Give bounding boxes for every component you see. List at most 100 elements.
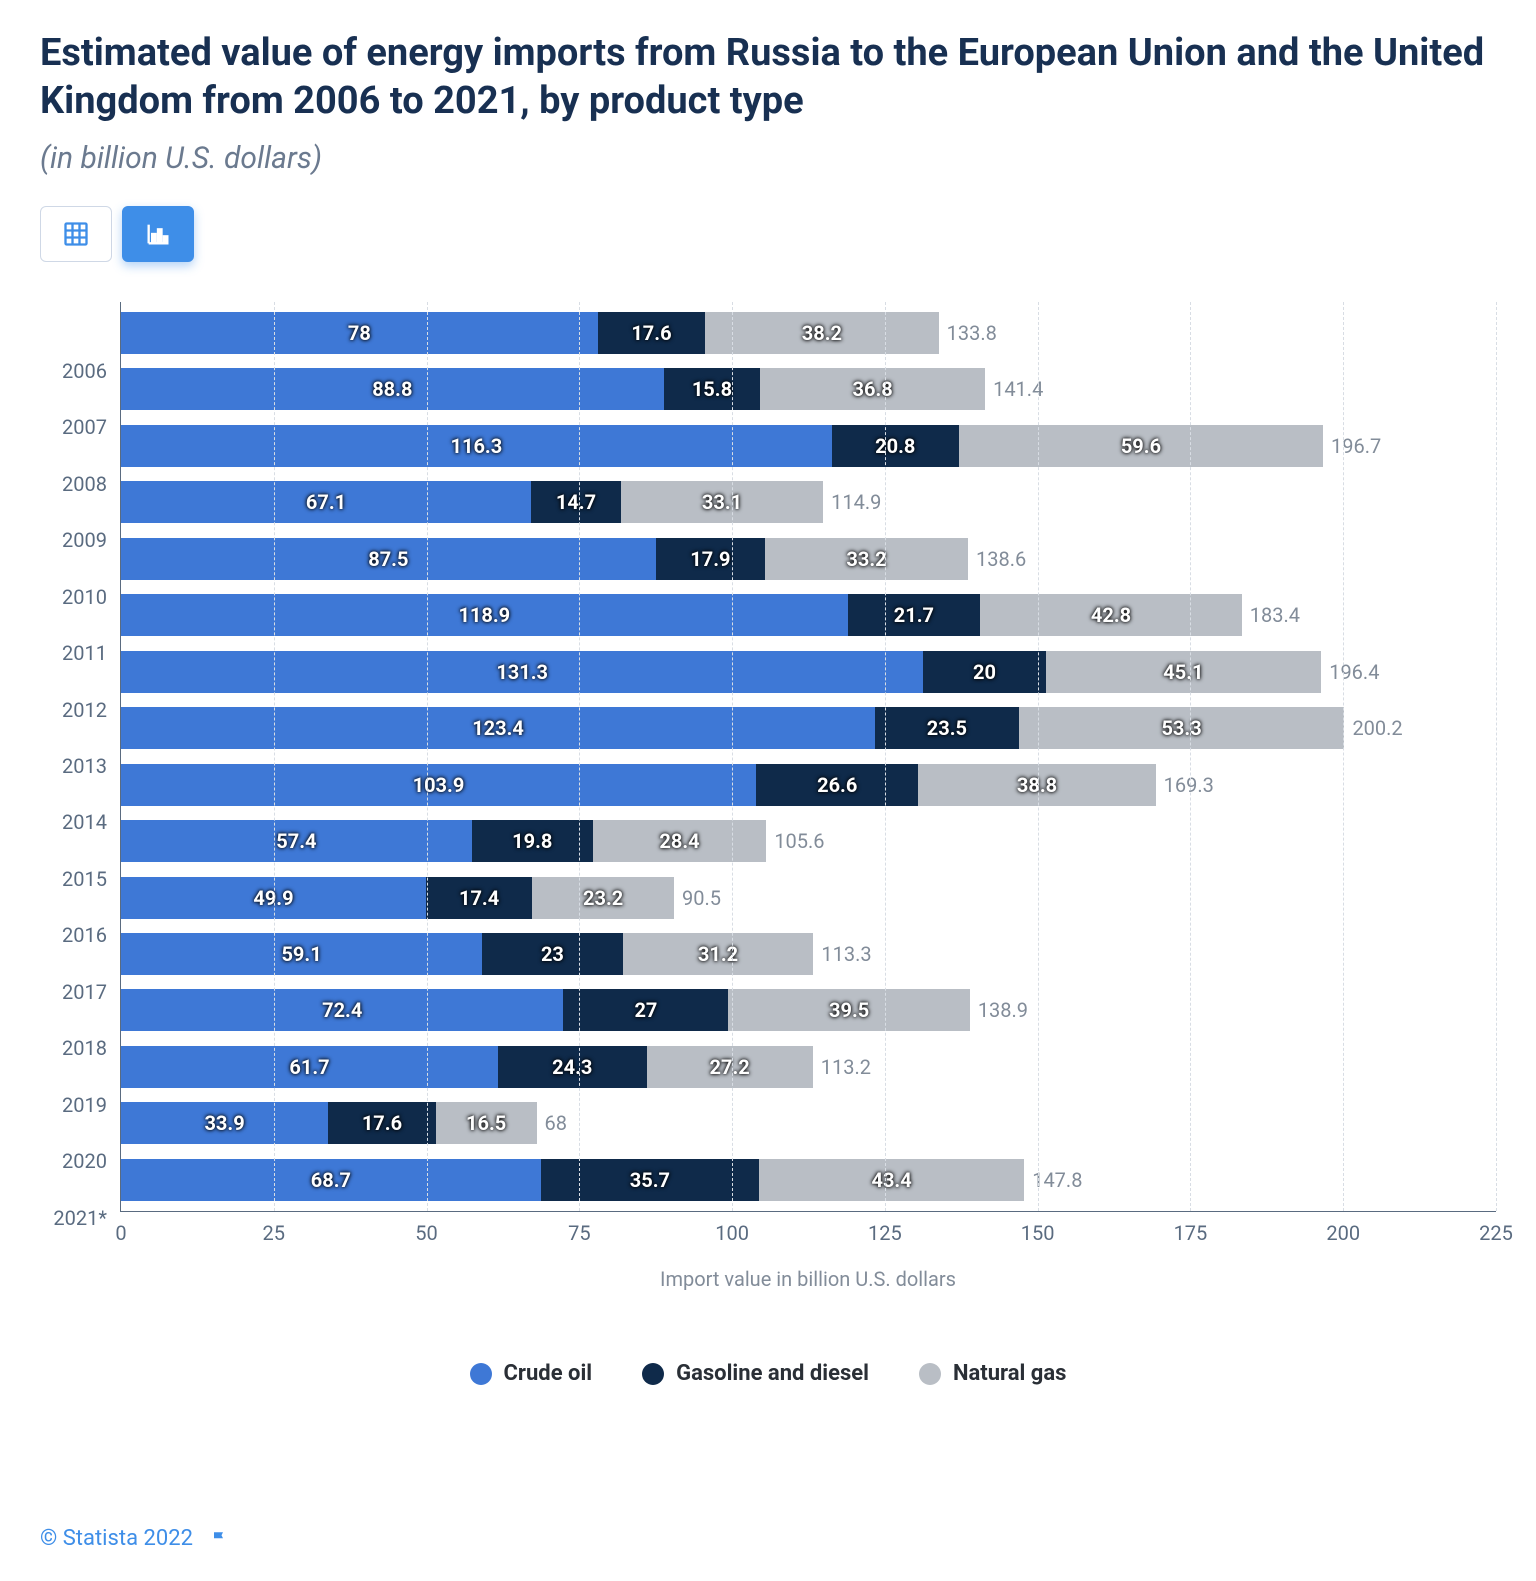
bar-segment-natural-gas[interactable]: 36.8: [760, 368, 985, 410]
view-toggle: [40, 206, 1496, 262]
bar-segment-gas-diesel[interactable]: 26.6: [756, 764, 919, 806]
bar-segment-natural-gas[interactable]: 23.2: [532, 877, 674, 919]
bar-segment-gas-diesel[interactable]: 35.7: [541, 1159, 759, 1201]
x-tick-label: 25: [263, 1211, 285, 1245]
bar-segment-natural-gas[interactable]: 33.2: [765, 538, 968, 580]
y-axis-label: 2008: [62, 472, 121, 496]
bar-segment-gas-diesel[interactable]: 17.6: [598, 312, 706, 354]
chart-plot: 20067817.638.2133.8 200788.815.836.8141.4…: [120, 302, 1496, 1212]
copyright-text[interactable]: © Statista 2022: [40, 1526, 193, 1551]
bar-total-label: 138.6: [968, 547, 1026, 571]
bar-segment-crude-oil[interactable]: 59.1: [121, 933, 482, 975]
bar-segment-crude-oil[interactable]: 123.4: [121, 707, 875, 749]
bar-total-label: 105.6: [766, 829, 824, 853]
bar-segment-crude-oil[interactable]: 103.9: [121, 764, 756, 806]
bar-segment-gas-diesel[interactable]: 17.9: [656, 538, 765, 580]
bar-row: 2021*68.735.743.4147.8: [121, 1159, 1496, 1201]
bar-segment-natural-gas[interactable]: 38.2: [705, 312, 938, 354]
bar-segment-gas-diesel[interactable]: 23: [482, 933, 623, 975]
bar-segment-crude-oil[interactable]: 116.3: [121, 425, 832, 467]
x-axis-title: Import value in billion U.S. dollars: [120, 1267, 1496, 1291]
bar-segment-natural-gas[interactable]: 31.2: [623, 933, 814, 975]
bar-segment-crude-oil[interactable]: 72.4: [121, 989, 563, 1031]
bar-segment-gas-diesel[interactable]: 15.8: [664, 368, 761, 410]
bar-segment-crude-oil[interactable]: 57.4: [121, 820, 472, 862]
bar-segment-gas-diesel[interactable]: 23.5: [875, 707, 1019, 749]
bar-segment-crude-oil[interactable]: 88.8: [121, 368, 664, 410]
y-axis-label: 2015: [62, 867, 121, 891]
gridline: [579, 302, 580, 1211]
x-tick-label: 225: [1479, 1211, 1513, 1245]
chart-view-button[interactable]: [122, 206, 194, 262]
y-axis-label: 2018: [62, 1036, 121, 1060]
legend-dot: [470, 1363, 492, 1385]
bar-segment-crude-oil[interactable]: 33.9: [121, 1102, 328, 1144]
chart-title: Estimated value of energy imports from R…: [40, 30, 1496, 125]
bar-segment-gas-diesel[interactable]: 20.8: [832, 425, 959, 467]
bar-segment-natural-gas[interactable]: 45.1: [1046, 651, 1322, 693]
bar-segment-crude-oil[interactable]: 67.1: [121, 481, 531, 523]
bar-segment-gas-diesel[interactable]: 20: [923, 651, 1045, 693]
bar-segment-gas-diesel[interactable]: 17.4: [426, 877, 532, 919]
bar-row: 201961.724.327.2113.2: [121, 1046, 1496, 1088]
legend-item-gas-diesel[interactable]: Gasoline and diesel: [642, 1361, 869, 1386]
y-axis-label: 2012: [62, 698, 121, 722]
bar-segment-natural-gas[interactable]: 27.2: [647, 1046, 813, 1088]
x-tick-label: 100: [715, 1211, 749, 1245]
bar-total-label: 141.4: [985, 377, 1043, 401]
bar-row: 2011118.921.742.8183.4: [121, 594, 1496, 636]
y-axis-label: 2013: [62, 754, 121, 778]
bar-segment-crude-oil[interactable]: 131.3: [121, 651, 923, 693]
x-tick-label: 150: [1021, 1211, 1055, 1245]
bar-total-label: 114.9: [823, 490, 881, 514]
gridline: [427, 302, 428, 1211]
bar-row: 201557.419.828.4105.6: [121, 820, 1496, 862]
bar-chart-icon: [144, 220, 172, 248]
y-axis-label: 2021*: [53, 1206, 121, 1230]
y-axis-label: 2017: [62, 980, 121, 1004]
bar-row: 200788.815.836.8141.4: [121, 368, 1496, 410]
gridline: [1038, 302, 1039, 1211]
gridline: [274, 302, 275, 1211]
gridline: [732, 302, 733, 1211]
bar-segment-natural-gas[interactable]: 33.1: [621, 481, 823, 523]
bar-segment-natural-gas[interactable]: 59.6: [959, 425, 1323, 467]
legend-item-crude-oil[interactable]: Crude oil: [470, 1361, 593, 1386]
bar-segment-natural-gas[interactable]: 28.4: [593, 820, 767, 862]
legend-label: Gasoline and diesel: [676, 1361, 869, 1386]
legend-label: Crude oil: [504, 1361, 593, 1386]
bar-total-label: 113.3: [813, 942, 871, 966]
bar-segment-natural-gas[interactable]: 43.4: [759, 1159, 1024, 1201]
table-view-button[interactable]: [40, 206, 112, 262]
bar-segment-crude-oil[interactable]: 78: [121, 312, 598, 354]
bar-total-label: 183.4: [1242, 603, 1300, 627]
legend-item-natural-gas[interactable]: Natural gas: [919, 1361, 1066, 1386]
bar-segment-gas-diesel[interactable]: 17.6: [328, 1102, 436, 1144]
bar-segment-crude-oil[interactable]: 61.7: [121, 1046, 498, 1088]
bar-segment-gas-diesel[interactable]: 21.7: [848, 594, 981, 636]
bar-segment-gas-diesel[interactable]: 24.3: [498, 1046, 647, 1088]
bar-segment-crude-oil[interactable]: 87.5: [121, 538, 656, 580]
flag-icon[interactable]: [211, 1529, 229, 1549]
bar-segment-gas-diesel[interactable]: 27: [563, 989, 728, 1031]
bar-row: 201872.42739.5138.9: [121, 989, 1496, 1031]
gridline: [1496, 302, 1497, 1211]
bar-row: 2008116.320.859.6196.7: [121, 425, 1496, 467]
bar-row: 20067817.638.2133.8: [121, 312, 1496, 354]
bar-total-label: 147.8: [1024, 1168, 1082, 1192]
bar-segment-natural-gas[interactable]: 39.5: [728, 989, 969, 1031]
bar-total-label: 133.8: [939, 321, 997, 345]
bar-segment-natural-gas[interactable]: 42.8: [980, 594, 1242, 636]
bar-segment-crude-oil[interactable]: 118.9: [121, 594, 848, 636]
gridline: [1343, 302, 1344, 1211]
bar-segment-natural-gas[interactable]: 16.5: [436, 1102, 537, 1144]
bar-total-label: 169.3: [1156, 773, 1214, 797]
bar-segment-crude-oil[interactable]: 68.7: [121, 1159, 541, 1201]
gridline: [1190, 302, 1191, 1211]
bar-segment-gas-diesel[interactable]: 19.8: [472, 820, 593, 862]
bar-total-label: 90.5: [674, 886, 721, 910]
bar-segment-natural-gas[interactable]: 53.3: [1019, 707, 1345, 749]
y-axis-label: 2019: [62, 1093, 121, 1117]
bar-segment-gas-diesel[interactable]: 14.7: [531, 481, 621, 523]
x-tick-label: 175: [1174, 1211, 1208, 1245]
